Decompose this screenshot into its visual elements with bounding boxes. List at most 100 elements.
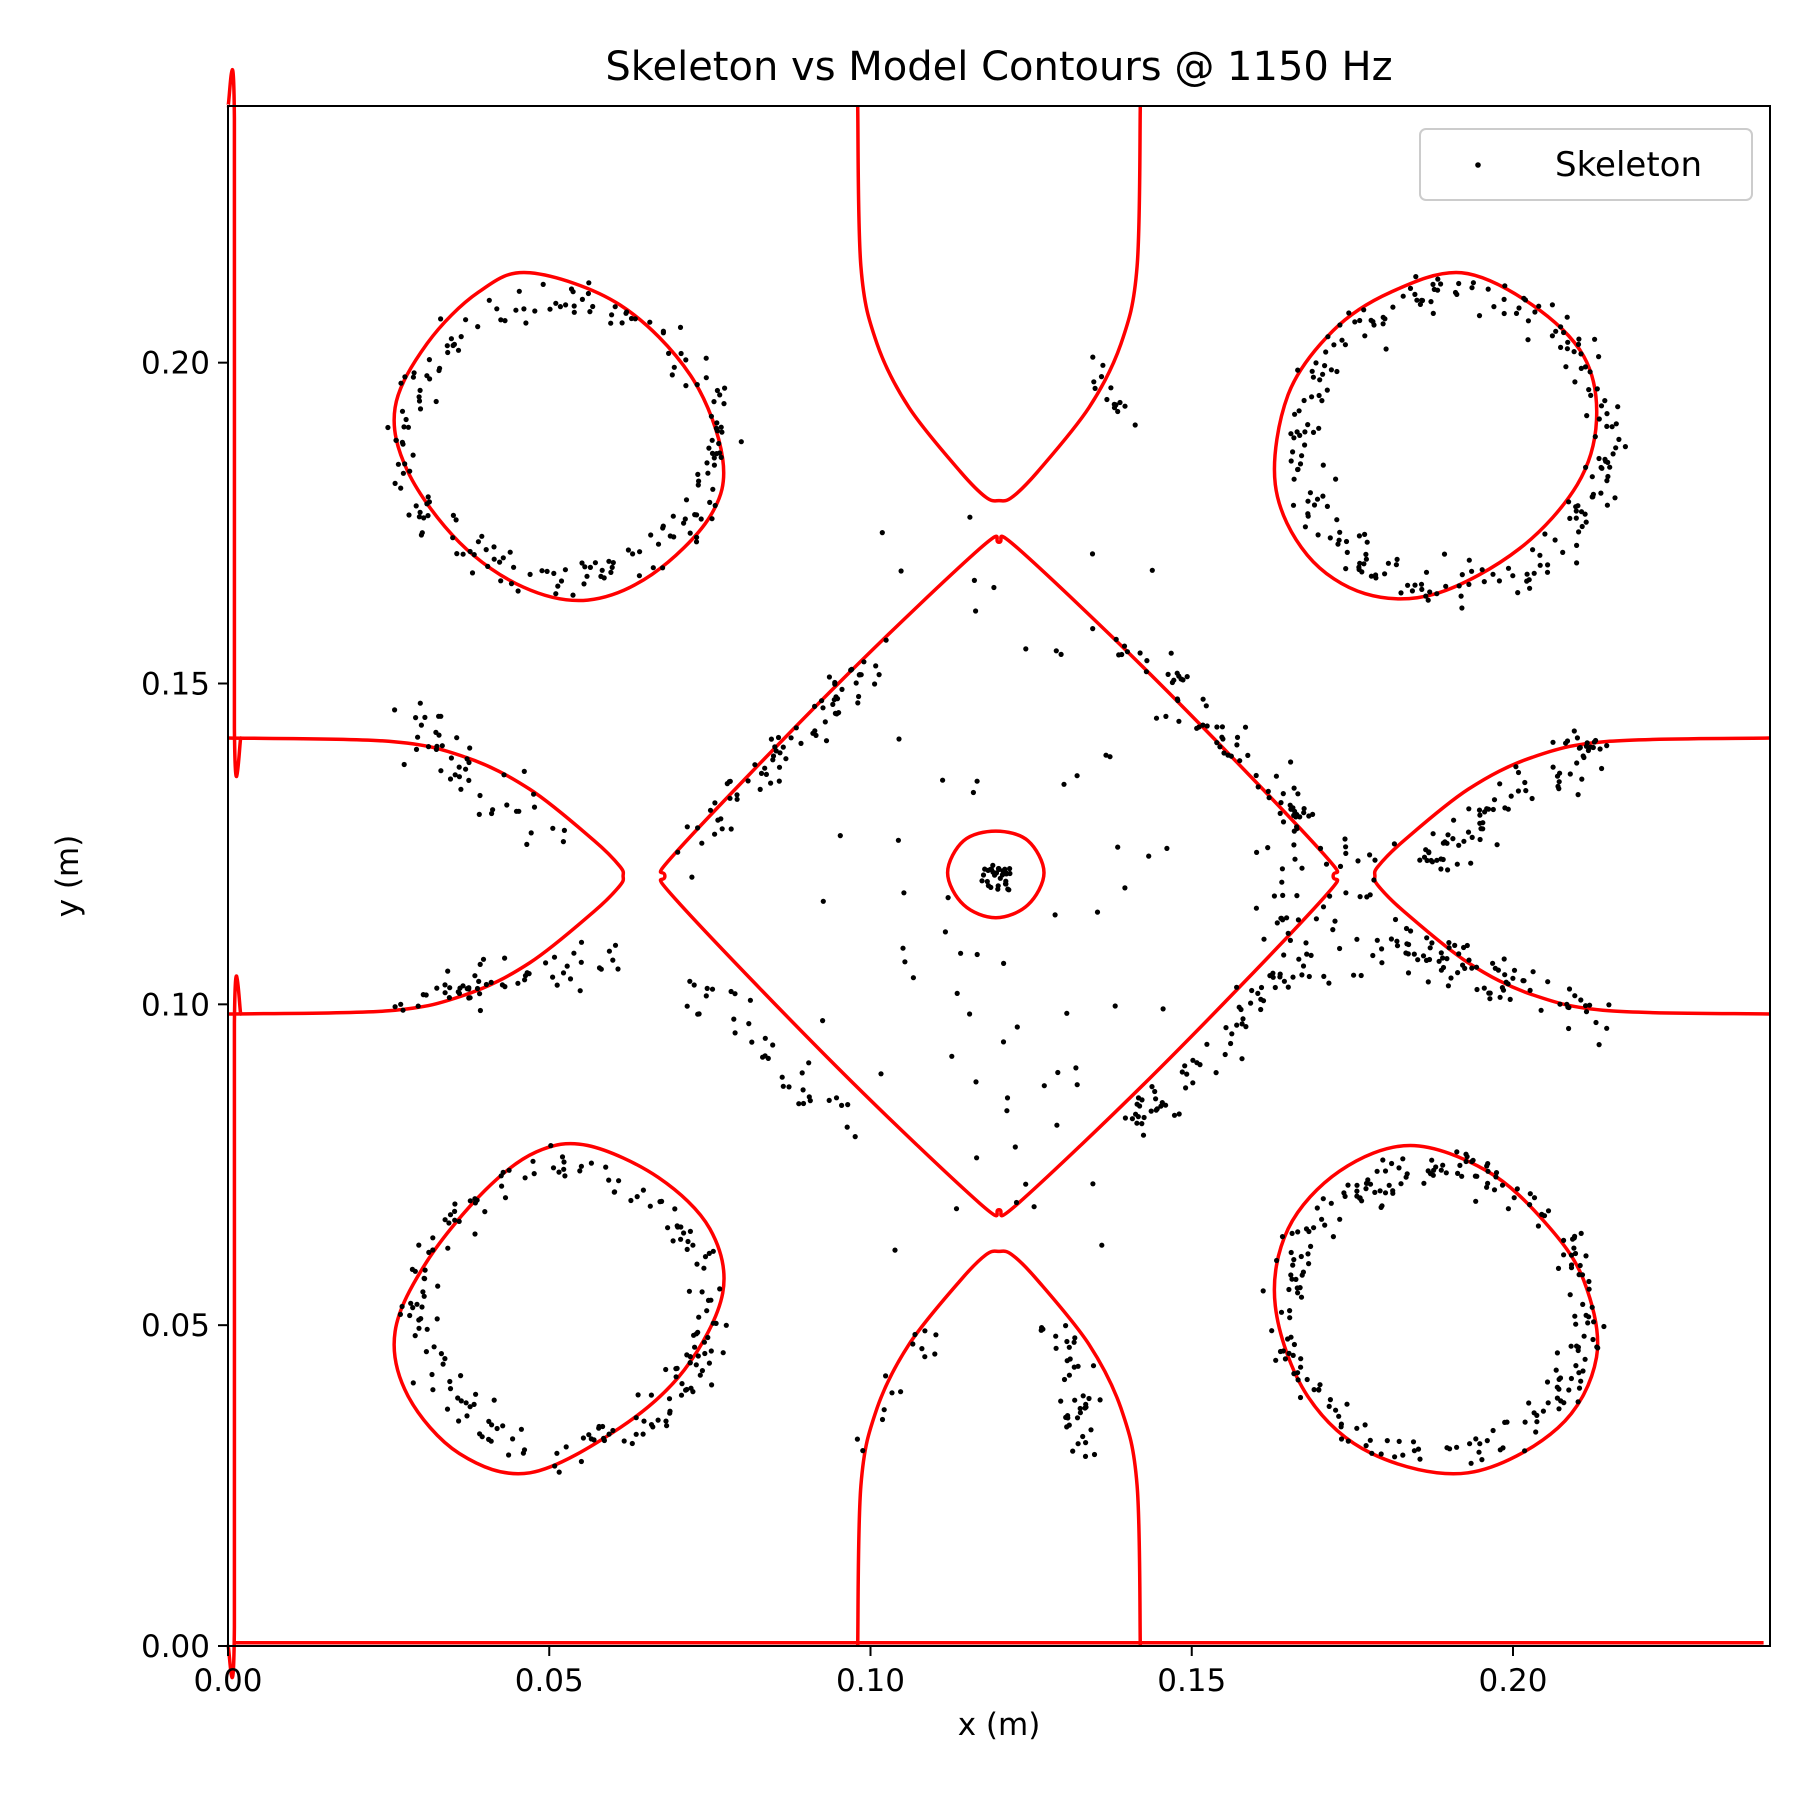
skeleton-point bbox=[1334, 368, 1340, 375]
skeleton-point bbox=[667, 533, 673, 539]
skeleton-point bbox=[1290, 1352, 1296, 1358]
skeleton-point bbox=[609, 564, 615, 571]
skeleton-point bbox=[530, 1158, 536, 1164]
skeleton-point bbox=[695, 1353, 701, 1359]
skeleton-point bbox=[1269, 1328, 1275, 1334]
skeleton-point bbox=[1564, 346, 1570, 352]
skeleton-point bbox=[402, 461, 408, 467]
skeleton-point bbox=[1171, 1112, 1178, 1118]
skeleton-point bbox=[1597, 746, 1603, 752]
skeleton-point bbox=[745, 778, 751, 784]
skeleton-point bbox=[683, 383, 689, 389]
skeleton-point bbox=[1473, 964, 1480, 970]
skeleton-point bbox=[1194, 725, 1200, 731]
skeleton-point bbox=[1054, 1122, 1060, 1128]
skeleton-point bbox=[448, 755, 454, 761]
skeleton-point bbox=[1372, 1189, 1378, 1195]
skeleton-point bbox=[1305, 513, 1311, 519]
skeleton-point bbox=[1587, 1002, 1593, 1008]
skeleton-point bbox=[1323, 349, 1329, 355]
skeleton-point bbox=[1427, 945, 1433, 951]
skeleton-point bbox=[648, 532, 654, 538]
skeleton-point bbox=[1379, 960, 1385, 966]
skeleton-point bbox=[1508, 793, 1514, 799]
skeleton-point bbox=[1355, 858, 1361, 864]
skeleton-point bbox=[823, 738, 830, 744]
skeleton-point bbox=[1454, 861, 1460, 867]
skeleton-point bbox=[451, 341, 457, 347]
skeleton-point bbox=[1481, 985, 1487, 991]
skeleton-point bbox=[896, 736, 902, 742]
skeleton-point bbox=[669, 372, 675, 378]
skeleton-point bbox=[439, 743, 445, 749]
skeleton-point bbox=[1240, 1016, 1246, 1022]
skeleton-point bbox=[596, 965, 603, 971]
skeleton-point bbox=[1426, 849, 1432, 855]
skeleton-point bbox=[678, 350, 684, 357]
skeleton-point bbox=[1307, 490, 1313, 496]
skeleton-point bbox=[410, 452, 416, 458]
skeleton-point bbox=[555, 583, 561, 589]
skeleton-point bbox=[1549, 302, 1555, 308]
skeleton-point bbox=[762, 765, 768, 771]
skeleton-point bbox=[1053, 1333, 1059, 1339]
skeleton-point bbox=[1280, 791, 1286, 797]
skeleton-point bbox=[1055, 1069, 1061, 1076]
skeleton-point bbox=[1337, 322, 1343, 328]
skeleton-point bbox=[1568, 1343, 1574, 1349]
skeleton-point bbox=[1510, 975, 1516, 981]
skeleton-point bbox=[1403, 925, 1410, 932]
skeleton-point bbox=[1574, 1343, 1580, 1349]
skeleton-point bbox=[1613, 421, 1619, 427]
skeleton-point bbox=[734, 796, 740, 802]
skeleton-point bbox=[1447, 1446, 1453, 1452]
skeleton-point bbox=[1013, 1199, 1020, 1206]
skeleton-point bbox=[1320, 1196, 1326, 1202]
skeleton-point bbox=[1134, 1120, 1140, 1126]
skeleton-point bbox=[1575, 792, 1581, 798]
x-tick-label: 0.15 bbox=[1157, 1663, 1226, 1699]
skeleton-point bbox=[1445, 867, 1451, 873]
skeleton-point bbox=[666, 350, 672, 356]
skeleton-point bbox=[491, 556, 497, 562]
skeleton-point bbox=[1200, 696, 1206, 702]
skeleton-point bbox=[1075, 1441, 1081, 1447]
skeleton-point bbox=[1476, 313, 1483, 319]
skeleton-point bbox=[1354, 1425, 1360, 1431]
skeleton-point bbox=[1090, 626, 1096, 632]
skeleton-point bbox=[1590, 491, 1596, 497]
skeleton-point bbox=[1291, 842, 1297, 848]
skeleton-point bbox=[1431, 286, 1437, 292]
skeleton-point bbox=[1615, 404, 1621, 410]
skeleton-point bbox=[475, 539, 481, 545]
skeleton-point bbox=[1576, 1272, 1582, 1278]
skeleton-point bbox=[1382, 316, 1388, 322]
skeleton-point bbox=[1296, 408, 1302, 414]
skeleton-point bbox=[1074, 773, 1080, 779]
skeleton-point bbox=[1280, 819, 1287, 825]
skeleton-point bbox=[1403, 1174, 1409, 1180]
skeleton-point bbox=[728, 988, 734, 995]
skeleton-point bbox=[435, 1283, 441, 1289]
skeleton-point bbox=[1515, 788, 1521, 794]
skeleton-point bbox=[1424, 857, 1430, 864]
skeleton-point bbox=[624, 309, 630, 315]
skeleton-point bbox=[1088, 1427, 1094, 1433]
skeleton-point bbox=[1338, 1424, 1344, 1430]
skeleton-point bbox=[1311, 502, 1318, 508]
skeleton-point bbox=[1583, 464, 1589, 470]
skeleton-point bbox=[616, 1178, 622, 1184]
skeleton-point bbox=[820, 1018, 826, 1024]
skeleton-point bbox=[1284, 915, 1290, 921]
skeleton-point bbox=[1501, 310, 1507, 317]
skeleton-point bbox=[629, 1440, 635, 1447]
skeleton-point bbox=[663, 1366, 669, 1373]
skeleton-point bbox=[1343, 850, 1349, 857]
skeleton-point bbox=[425, 513, 431, 519]
skeleton-point bbox=[1064, 1358, 1070, 1364]
skeleton-point bbox=[1359, 569, 1365, 575]
skeleton-point bbox=[1383, 346, 1389, 352]
skeleton-point bbox=[456, 1218, 462, 1224]
skeleton-point bbox=[430, 1387, 436, 1393]
skeleton-point bbox=[1473, 1198, 1479, 1204]
